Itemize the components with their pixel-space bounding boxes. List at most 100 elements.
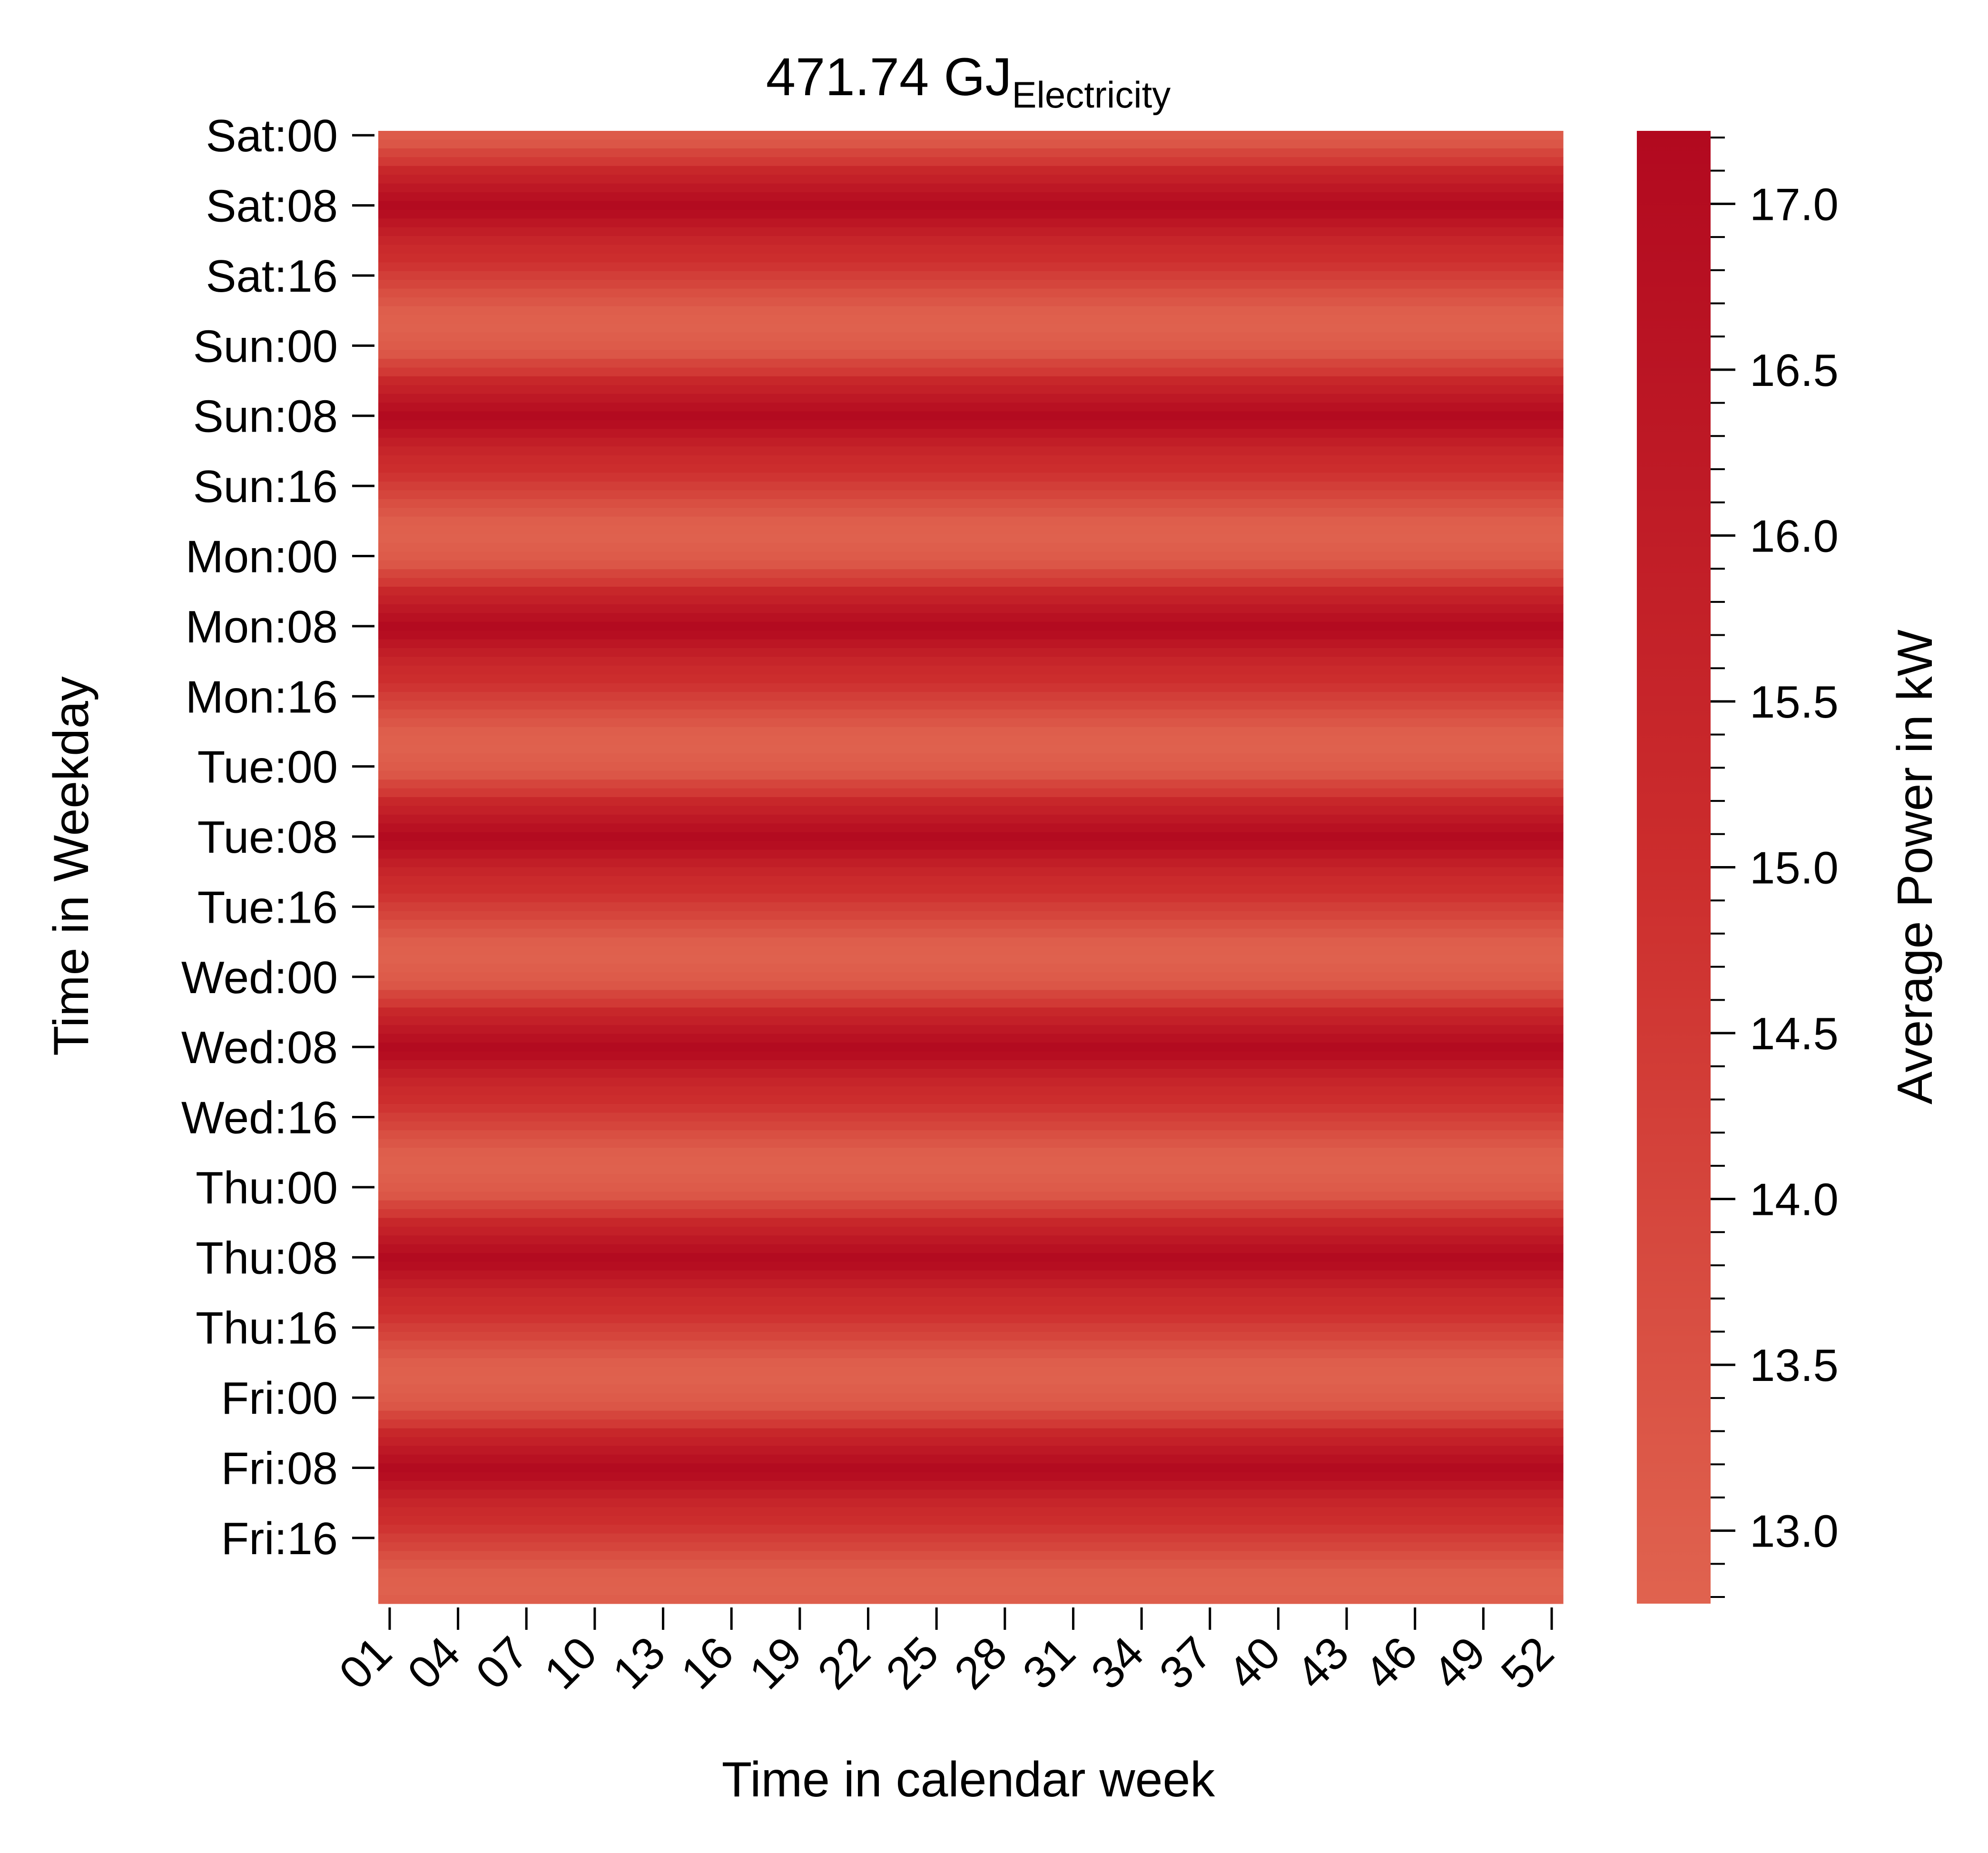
heatmap-cell bbox=[811, 481, 835, 491]
heatmap-cell bbox=[788, 1384, 812, 1394]
heatmap-cell bbox=[561, 175, 584, 184]
heatmap-cell bbox=[811, 631, 835, 640]
heatmap-cell bbox=[583, 271, 607, 280]
heatmap-cell bbox=[1016, 1297, 1040, 1306]
heatmap-cell bbox=[538, 1323, 561, 1332]
heatmap-cell bbox=[788, 762, 812, 771]
heatmap-cell bbox=[561, 692, 584, 701]
heatmap-cell bbox=[834, 1349, 857, 1359]
heatmap-cell bbox=[583, 525, 607, 535]
heatmap-cell bbox=[948, 1516, 971, 1525]
heatmap-cell bbox=[993, 1121, 1017, 1131]
heatmap-cell bbox=[1039, 604, 1063, 613]
heatmap-cell bbox=[720, 236, 743, 246]
heatmap-cell bbox=[469, 867, 493, 877]
heatmap-cell bbox=[834, 218, 857, 228]
heatmap-cell bbox=[925, 464, 948, 473]
heatmap-cell bbox=[1039, 867, 1063, 877]
heatmap-cell bbox=[788, 1323, 812, 1332]
heatmap-cell bbox=[1039, 131, 1063, 140]
heatmap-cell bbox=[651, 700, 675, 710]
heatmap-cell bbox=[971, 297, 994, 307]
heatmap-cell bbox=[492, 245, 515, 254]
heatmap-cell bbox=[1039, 788, 1063, 798]
heatmap-cell bbox=[948, 1279, 971, 1289]
heatmap-cell bbox=[697, 1121, 720, 1131]
heatmap-cell bbox=[378, 1367, 402, 1376]
heatmap-cell bbox=[788, 770, 812, 780]
heatmap-cell bbox=[766, 1262, 789, 1271]
heatmap-cell bbox=[925, 358, 948, 368]
heatmap-cell bbox=[925, 1165, 948, 1174]
heatmap-cell bbox=[856, 744, 880, 754]
heatmap-cell bbox=[606, 1016, 630, 1025]
heatmap-cell bbox=[743, 595, 766, 605]
heatmap-cell bbox=[766, 271, 789, 280]
heatmap-cell bbox=[925, 1393, 948, 1402]
heatmap-cell bbox=[879, 271, 903, 280]
heatmap-cell bbox=[697, 455, 720, 464]
heatmap-cell bbox=[469, 674, 493, 684]
heatmap-cell bbox=[811, 1139, 835, 1148]
heatmap-cell bbox=[811, 1016, 835, 1025]
heatmap-cell bbox=[788, 753, 812, 763]
heatmap-cell bbox=[811, 1384, 835, 1394]
heatmap-cell bbox=[834, 411, 857, 421]
heatmap-cell bbox=[378, 1060, 402, 1069]
heatmap-cell bbox=[378, 1393, 402, 1402]
heatmap-cell bbox=[606, 841, 630, 850]
heatmap-cell bbox=[561, 1340, 584, 1350]
heatmap-cell bbox=[606, 1533, 630, 1543]
heatmap-cell bbox=[993, 841, 1017, 850]
heatmap-cell bbox=[674, 779, 698, 789]
heatmap-cell bbox=[993, 534, 1017, 543]
heatmap-cell bbox=[469, 613, 493, 622]
heatmap-cell bbox=[1039, 920, 1063, 929]
heatmap-cell bbox=[971, 814, 994, 824]
heatmap-cell bbox=[720, 683, 743, 692]
heatmap-cell bbox=[674, 709, 698, 719]
heatmap-cell bbox=[902, 516, 925, 526]
heatmap-cell bbox=[515, 139, 538, 149]
heatmap-cell bbox=[925, 411, 948, 421]
heatmap-cell bbox=[561, 981, 584, 991]
heatmap-cell bbox=[469, 1314, 493, 1324]
heatmap-cell bbox=[788, 490, 812, 500]
heatmap-cell bbox=[606, 1349, 630, 1359]
heatmap-cell bbox=[401, 867, 424, 877]
heatmap-cell bbox=[401, 692, 424, 701]
heatmap-cell bbox=[1016, 280, 1040, 289]
heatmap-cell bbox=[606, 1498, 630, 1508]
heatmap-cell bbox=[629, 1165, 652, 1174]
heatmap-cell bbox=[492, 893, 515, 903]
heatmap-cell bbox=[561, 1270, 584, 1280]
heatmap-cell bbox=[1016, 1226, 1040, 1236]
heatmap-cell bbox=[811, 394, 835, 403]
heatmap-cell bbox=[651, 1253, 675, 1262]
heatmap-cell bbox=[743, 552, 766, 561]
heatmap-cell bbox=[925, 157, 948, 167]
heatmap-cell bbox=[766, 525, 789, 535]
heatmap-cell bbox=[743, 1340, 766, 1350]
heatmap-cell bbox=[697, 525, 720, 535]
heatmap-cell bbox=[697, 166, 720, 175]
heatmap-cell bbox=[856, 1568, 880, 1578]
heatmap-cell bbox=[834, 403, 857, 412]
heatmap-cell bbox=[948, 560, 971, 570]
heatmap-cell bbox=[446, 1559, 470, 1569]
heatmap-cell bbox=[515, 893, 538, 903]
heatmap-cell bbox=[629, 245, 652, 254]
heatmap-cell bbox=[538, 648, 561, 657]
heatmap-cell bbox=[993, 1463, 1017, 1473]
heatmap-cell bbox=[629, 1393, 652, 1402]
heatmap-cell bbox=[401, 516, 424, 526]
heatmap-cell bbox=[743, 955, 766, 964]
heatmap-cell bbox=[401, 148, 424, 158]
heatmap-cell bbox=[469, 1139, 493, 1148]
heatmap-cell bbox=[971, 981, 994, 991]
heatmap-cell bbox=[697, 832, 720, 841]
heatmap-cell bbox=[492, 183, 515, 193]
heatmap-cell bbox=[606, 403, 630, 412]
heatmap-cell bbox=[948, 946, 971, 956]
heatmap-cell bbox=[492, 350, 515, 359]
